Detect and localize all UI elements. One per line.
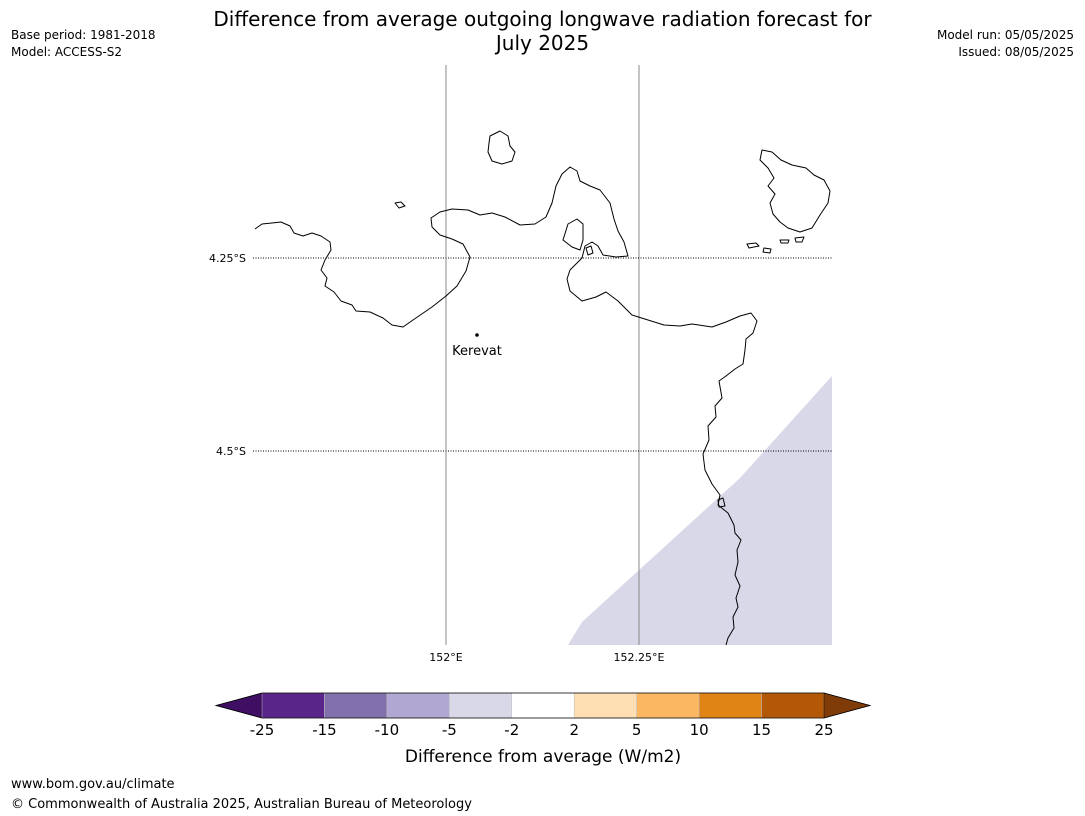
coastline-islet-b xyxy=(762,247,772,254)
lat-label-4-25s: 4.25°S xyxy=(209,252,246,265)
footer-copyright: © Commonwealth of Australia 2025, Austra… xyxy=(11,797,472,812)
colorbar-tick-label: -2 xyxy=(504,721,519,739)
coastline-islet-e xyxy=(394,201,406,209)
coastline-islet-a xyxy=(746,242,760,249)
colorbar-tick-label: -10 xyxy=(375,721,400,739)
model-text: Model: ACCESS-S2 xyxy=(11,45,123,59)
lon-label-152-25e: 152.25°E xyxy=(614,651,665,664)
colorbar-segment xyxy=(449,692,513,719)
colorbar-segment xyxy=(636,692,700,719)
coastline-islet-f xyxy=(717,497,726,508)
model-run-text: Model run: 05/05/2025 xyxy=(936,28,1074,42)
coastline-small-islet xyxy=(585,245,594,256)
colorbar-tick-label: 2 xyxy=(569,721,579,739)
coastline-islet-c xyxy=(779,239,790,244)
colorbar-segment xyxy=(573,692,637,719)
lon-label-152e: 152°E xyxy=(429,651,462,664)
colorbar-segment xyxy=(761,692,825,719)
colorbar-extend-low xyxy=(215,692,263,719)
colorbar-segment xyxy=(698,692,762,719)
issued-text: Issued: 08/05/2025 xyxy=(958,45,1074,59)
title-line-2: July 2025 xyxy=(495,31,590,55)
colorbar-segment xyxy=(386,692,450,719)
colorbar-label: Difference from average (W/m2) xyxy=(405,747,681,767)
coastline-bay-island xyxy=(562,218,584,251)
meta-right: Model run: 05/05/2025 Issued: 08/05/2025 xyxy=(937,27,1074,61)
lat-label-4-5s: 4.5°S xyxy=(216,445,246,458)
coastline-duke-of-york xyxy=(759,149,831,233)
colorbar-segment xyxy=(261,692,325,719)
title-line-1: Difference from average outgoing longwav… xyxy=(213,7,872,31)
footer-url: www.bom.gov.au/climate xyxy=(11,777,175,792)
colorbar-segment xyxy=(324,692,388,719)
colorbar-tick-label: 5 xyxy=(632,721,642,739)
colorbar-tick-label: 25 xyxy=(814,721,833,739)
base-period-text: Base period: 1981-2018 xyxy=(11,28,156,42)
kerevat-marker xyxy=(475,333,479,337)
kerevat-label: Kerevat xyxy=(452,344,502,359)
shaded-region xyxy=(568,376,832,645)
coastline-islet-d xyxy=(794,236,805,243)
coastline-main xyxy=(254,166,758,646)
colorbar-tick-label: -15 xyxy=(312,721,337,739)
footer: www.bom.gov.au/climate © Commonwealth of… xyxy=(11,775,472,815)
colorbar-segment xyxy=(511,692,575,719)
coastline-watom-island xyxy=(487,130,516,165)
colorbar-extend-high xyxy=(823,692,871,719)
colorbar: -25 -15 -10 -5 -2 2 5 10 15 25 xyxy=(214,692,872,739)
colorbar-tick-label: -25 xyxy=(250,721,275,739)
colorbar-tick-label: 15 xyxy=(752,721,771,739)
chart-title: Difference from average outgoing longwav… xyxy=(150,7,935,55)
meta-left: Base period: 1981-2018 Model: ACCESS-S2 xyxy=(11,27,156,61)
colorbar-outline xyxy=(214,692,872,719)
colorbar-tick-label: 10 xyxy=(690,721,709,739)
colorbar-tick-label: -5 xyxy=(442,721,457,739)
